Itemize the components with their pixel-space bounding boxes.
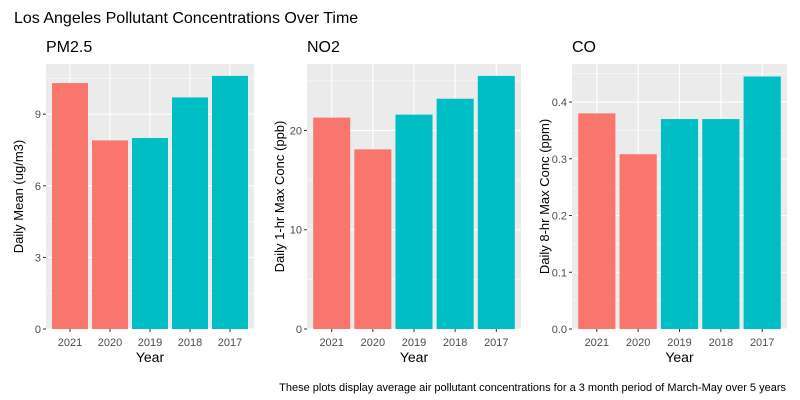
x-tick-label: 2017 — [218, 337, 242, 349]
bar-2017 — [743, 76, 781, 329]
x-tick-label: 2017 — [484, 337, 508, 349]
x-axis-label: Year — [665, 349, 694, 365]
bar-2020 — [354, 149, 392, 329]
panel-title: PM2.5 — [46, 39, 92, 56]
bar-2018 — [172, 97, 208, 329]
y-axis-label: Daily Mean (ug/m3) — [11, 140, 26, 253]
chart-panel-2: 0 10 20 2021 2020 2019 2018 2017 NO2 Year Daily 1-… — [272, 39, 521, 365]
bar-2021 — [578, 113, 616, 329]
y-axis-label: Daily 1-hr Max Conc (ppb) — [272, 121, 287, 273]
bar-2020 — [619, 154, 657, 329]
x-axis-label: Year — [136, 349, 165, 365]
bar-2018 — [436, 98, 474, 330]
x-tick-label: 2021 — [319, 337, 343, 349]
y-axis-label: Daily 8-hr Max Conc (ppm) — [537, 119, 552, 274]
x-axis-label: Year — [400, 349, 429, 365]
y-tick-label: 0 — [35, 324, 41, 336]
bar-2019 — [132, 138, 168, 329]
x-tick-label: 2021 — [585, 337, 609, 349]
figure-caption: These plots display average air pollutan… — [279, 382, 786, 394]
x-tick-label: 2018 — [178, 337, 202, 349]
chart-panel-3: 0.0 0.1 0.2 0.3 0.4 2021 2020 2019 2018 2017 CO Yea… — [537, 39, 787, 365]
y-tick-label: 0.3 — [552, 154, 567, 166]
x-tick-label: 2020 — [626, 337, 650, 349]
panel-title: NO2 — [307, 39, 340, 56]
y-tick-label: 0.0 — [552, 324, 567, 336]
x-tick-label: 2020 — [98, 337, 122, 349]
y-tick-label: 6 — [35, 181, 41, 193]
chart-panels: 0 3 6 9 2021 2020 2019 2018 2017 PM2.5 Year Daily M… — [11, 39, 787, 365]
bar-2018 — [702, 119, 740, 330]
y-tick-label: 0.2 — [552, 211, 567, 223]
y-tick-label: 10 — [290, 225, 302, 237]
y-tick-label: 0 — [296, 324, 302, 336]
panel-title: CO — [572, 39, 596, 56]
bar-2020 — [92, 140, 128, 329]
y-tick-label: 3 — [35, 252, 41, 264]
figure-title: Los Angeles Pollutant Concentrations Ove… — [14, 10, 358, 27]
bar-2017 — [212, 75, 248, 329]
y-tick-label: 0.1 — [552, 267, 567, 279]
bar-2019 — [660, 119, 699, 330]
bar-2019 — [395, 114, 433, 329]
y-tick-label: 0.4 — [552, 97, 567, 109]
x-tick-label: 2018 — [443, 337, 467, 349]
x-tick-label: 2020 — [361, 337, 385, 349]
bar-2017 — [477, 75, 515, 329]
chart-panel-1: 0 3 6 9 2021 2020 2019 2018 2017 PM2.5 Year Daily M… — [11, 39, 254, 365]
bar-2021 — [52, 83, 88, 330]
x-tick-label: 2017 — [750, 337, 774, 349]
bar-2021 — [313, 117, 351, 329]
x-tick-label: 2019 — [138, 337, 162, 349]
y-tick-label: 20 — [290, 125, 302, 137]
x-tick-label: 2019 — [402, 337, 426, 349]
y-tick-label: 9 — [35, 109, 41, 121]
x-tick-label: 2021 — [58, 337, 82, 349]
x-tick-label: 2019 — [667, 337, 691, 349]
x-tick-label: 2018 — [709, 337, 733, 349]
